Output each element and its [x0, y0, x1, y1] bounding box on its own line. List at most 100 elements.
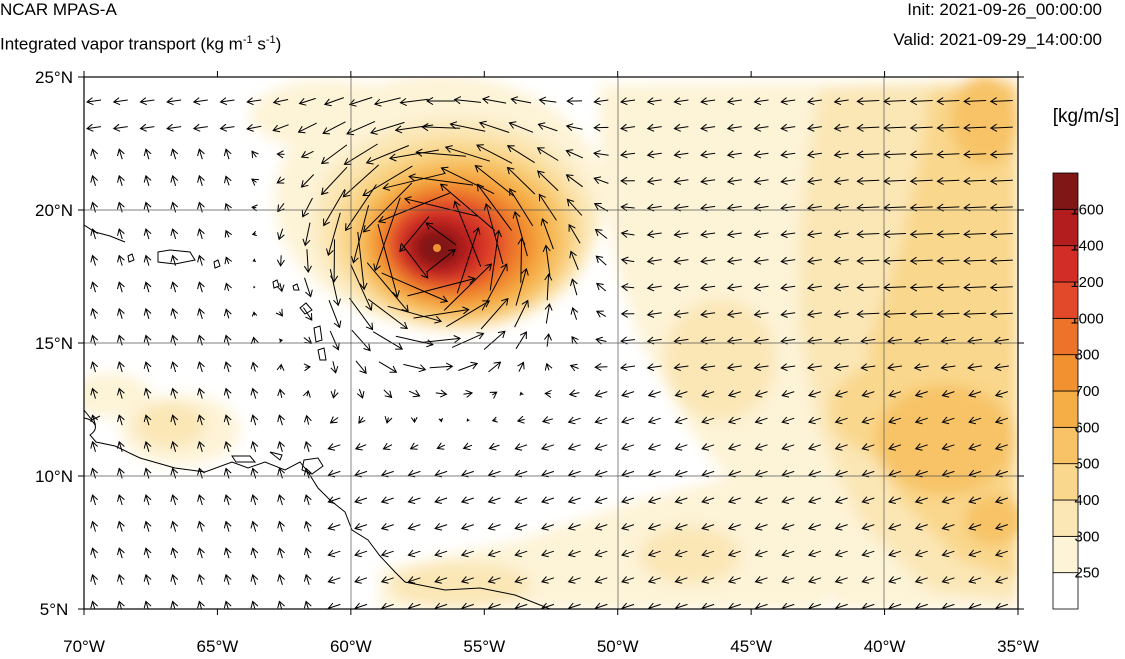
wind-vector — [483, 203, 504, 265]
colorbar-label: 800 — [1074, 347, 1099, 364]
wind-vector — [298, 97, 316, 106]
wind-vector — [117, 494, 125, 506]
colorbar-swatch — [1052, 535, 1079, 574]
wind-vector — [400, 242, 429, 279]
wind-vector — [963, 150, 987, 159]
wind-vector — [117, 440, 125, 452]
wind-vector — [143, 414, 152, 426]
wind-vector — [422, 335, 462, 343]
wind-vector — [90, 440, 99, 452]
wind-vector — [446, 300, 491, 328]
wind-vector — [388, 149, 439, 162]
wind-vector — [170, 547, 179, 559]
wind-vector — [303, 414, 312, 425]
wind-vector — [143, 467, 152, 479]
wind-vector — [170, 600, 179, 609]
wind-vector — [223, 308, 232, 319]
wind-vector — [647, 443, 661, 451]
lat-label: 5°N — [40, 600, 69, 619]
wind-vector — [594, 549, 608, 558]
wind-vector — [170, 520, 179, 532]
wind-vector — [354, 443, 367, 451]
wind-vector — [856, 97, 880, 106]
wind-vector — [223, 148, 232, 160]
wind-vector — [514, 522, 528, 531]
wind-vector — [143, 600, 152, 609]
wind-vector — [350, 264, 373, 311]
wind-vector — [117, 334, 125, 346]
wind-vector — [197, 334, 205, 346]
lon-label: 55°W — [463, 637, 505, 656]
init-time: Init: 2021-09-26_00:00:00 — [907, 0, 1102, 19]
wind-vector — [674, 522, 688, 531]
wind-vector — [170, 440, 179, 452]
wind-vector — [224, 282, 232, 292]
wind-vector — [701, 469, 715, 478]
wind-vector — [384, 415, 393, 424]
wind-vector — [117, 174, 125, 186]
wind-vector — [566, 198, 583, 216]
wind-vector — [621, 416, 635, 425]
wind-vector — [994, 496, 1008, 504]
wind-vector — [647, 389, 661, 398]
model-title: NCAR MPAS-A — [0, 0, 117, 19]
wind-vector — [754, 443, 768, 451]
wind-vector — [250, 494, 259, 506]
wind-vector — [170, 307, 179, 319]
wind-vector — [968, 416, 982, 425]
wind-vector — [90, 201, 99, 213]
wind-vector — [425, 222, 457, 246]
wind-vector — [117, 307, 125, 319]
wind-vector — [909, 283, 933, 292]
wind-vector — [753, 363, 769, 372]
wind-vector — [967, 363, 983, 372]
wind-vector — [327, 496, 341, 504]
wind-vector — [90, 547, 99, 559]
wind-vector — [487, 469, 501, 478]
wind-vector — [166, 123, 182, 132]
wind-vector — [544, 362, 553, 371]
wind-vector — [90, 148, 99, 160]
wind-vector — [246, 97, 262, 106]
wind-vector — [491, 416, 498, 423]
wind-vector — [565, 174, 583, 188]
wind-vector — [989, 256, 1013, 265]
wind-vector — [170, 414, 179, 426]
lon-label: 60°W — [330, 637, 372, 656]
wind-vector — [476, 183, 513, 231]
wind-vector — [223, 547, 232, 559]
wind-vector — [413, 306, 470, 319]
wind-vector — [197, 281, 205, 293]
wind-vector — [197, 228, 205, 240]
wind-vector — [367, 298, 408, 330]
wind-vector — [941, 469, 955, 478]
wind-vector — [117, 600, 125, 609]
wind-vector — [488, 361, 502, 373]
wind-vector — [90, 414, 99, 426]
wind-vector — [701, 496, 715, 504]
wind-vector — [112, 123, 128, 132]
wind-vector — [301, 197, 313, 218]
wind-vector — [936, 309, 960, 319]
wind-vector — [806, 230, 822, 239]
colorbar-swatch — [1052, 245, 1079, 283]
wind-vector — [936, 230, 960, 239]
wind-vector — [346, 120, 376, 136]
wind-vector — [861, 389, 875, 398]
wind-vector — [297, 122, 317, 134]
wind-vector — [834, 576, 848, 584]
wind-vector — [888, 469, 902, 478]
wind-vector — [647, 469, 661, 478]
wind-vector — [250, 336, 259, 345]
wind-vector — [197, 520, 205, 532]
wind-vector — [570, 278, 578, 296]
wind-vector — [888, 549, 902, 558]
wind-vector — [807, 522, 822, 531]
wind-vector — [780, 230, 796, 239]
wind-vector — [377, 192, 451, 224]
wind-vector — [409, 442, 419, 450]
wind-vector — [426, 248, 456, 272]
wind-vector — [449, 121, 486, 132]
wind-vector — [968, 549, 982, 558]
wind-vector — [277, 547, 285, 559]
